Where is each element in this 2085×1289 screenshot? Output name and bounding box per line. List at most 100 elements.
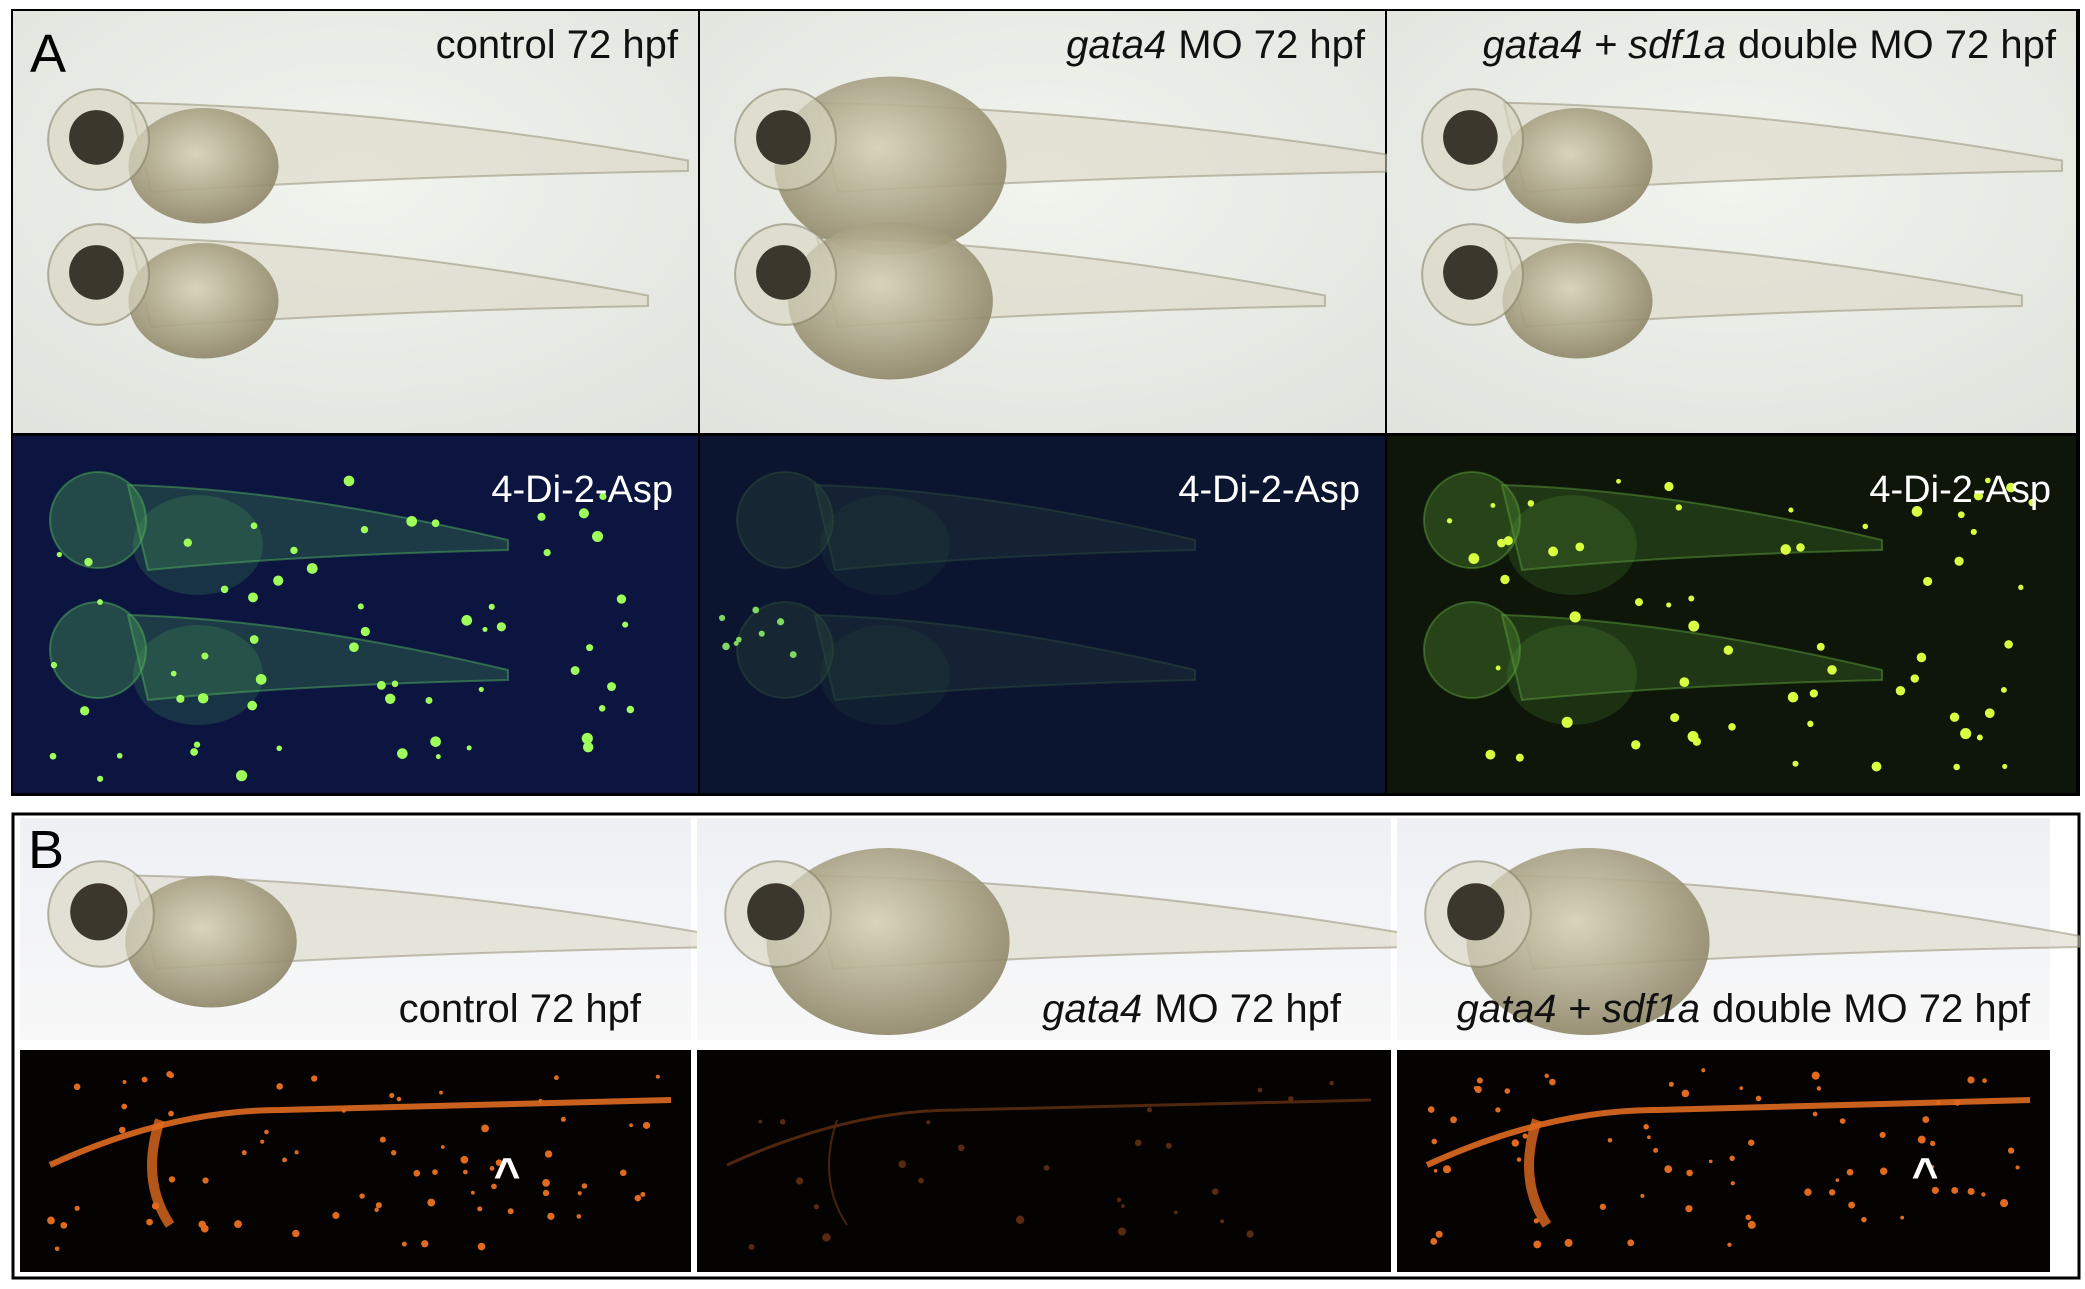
fish-head (1423, 471, 1521, 569)
fluor-dot (391, 680, 399, 688)
fluor-dot (1727, 1242, 1732, 1247)
fluor-dot (250, 522, 258, 530)
fluor-dot (359, 1193, 365, 1199)
fluor-dot (440, 1145, 445, 1149)
fluor-dot (1664, 481, 1674, 492)
fluor-dot (1675, 504, 1682, 511)
fluor-dot (581, 1183, 588, 1189)
fluor-dot (118, 1126, 126, 1134)
fluor-dot (1685, 1205, 1693, 1213)
fluor-dot (1846, 1168, 1854, 1176)
fish-tail (1500, 613, 1883, 702)
fluor-dot (542, 1179, 550, 1187)
caption-part: MO 72 hpf (1178, 23, 1366, 67)
caption-part: gata4 (1066, 23, 1166, 67)
fluor-dot (1431, 1138, 1438, 1145)
fluor-dot (495, 1159, 503, 1166)
fluor-dot (482, 626, 488, 632)
fluor-dot (56, 551, 62, 558)
fluor-dot (918, 1177, 924, 1184)
fluor-dot (1871, 761, 1882, 772)
fluor-dot (1476, 1077, 1483, 1084)
fluor-dot (1848, 1201, 1856, 1209)
fluor-dot (1500, 574, 1510, 585)
brightfield-image (13, 11, 698, 433)
fluor-dot (1812, 1111, 1818, 1117)
fluor-dot (592, 530, 604, 542)
fish-yolk (1507, 495, 1637, 595)
fluor-dot (406, 515, 418, 527)
fish-yolk (128, 243, 279, 359)
fluor-dot (1729, 1155, 1735, 1162)
stain-label: 4-Di-2-Asp (1869, 469, 2051, 511)
fluor-dot (1643, 1124, 1649, 1130)
fluor-dot (1288, 1096, 1294, 1102)
fluor-dot (234, 1220, 242, 1229)
fluor-dot (1634, 598, 1643, 607)
caption-part: gata4 + sdf1a (1482, 23, 1726, 67)
fluor-dot (2028, 498, 2036, 507)
fish-yolk (1502, 108, 1653, 224)
fluor-dot (236, 770, 248, 782)
stain-label: 4-Di-2-Asp (1178, 469, 1360, 511)
fluor-dot (1970, 528, 1977, 535)
fluor-dot (1211, 1188, 1219, 1195)
fluor-dot (1533, 1218, 1539, 1224)
fluor-dot (1755, 1095, 1762, 1102)
fluor-dot (507, 1208, 514, 1215)
fluor-dot (247, 700, 258, 711)
fluor-dot (1666, 602, 1672, 608)
fluor-dot (655, 1074, 660, 1079)
fluor-dot (1430, 1238, 1438, 1245)
fluor-dot (1043, 1165, 1050, 1171)
fluor-dot (543, 549, 551, 557)
fluor-dot (1561, 716, 1573, 728)
caption-part: double MO 72 hpf (1712, 987, 2031, 1031)
fluor-dot (1745, 1214, 1752, 1221)
fish-yolk (820, 495, 950, 595)
fluor-dot (1664, 1165, 1673, 1174)
fluor-dot (357, 603, 364, 610)
fluor-dot (607, 682, 616, 692)
fluor-dot (1923, 576, 1933, 586)
fish-eye (69, 110, 124, 165)
fluor-dot (1647, 1135, 1651, 1140)
fluor-dot (276, 1083, 283, 1090)
fish-head (1423, 601, 1521, 699)
fluor-dot (1967, 1076, 1975, 1084)
fluor-dot (146, 1218, 153, 1226)
fluor-dot (1804, 1188, 1812, 1196)
fluor-dot (1936, 1099, 1942, 1105)
fluor-dot (789, 651, 797, 659)
fluor-dot (273, 575, 284, 586)
fluor-dot (581, 732, 593, 744)
brightfield-image (1387, 11, 2076, 433)
fluor-dot (1862, 523, 1869, 530)
fluor-dot (616, 594, 627, 604)
fluor-dot (176, 694, 185, 703)
arrowhead: ^ (1912, 1148, 1939, 1200)
caption-part: MO 72 hpf (1154, 987, 1342, 1031)
fluor-dot (1788, 507, 1794, 513)
fluor-dot (1527, 500, 1535, 507)
fluor-dot (1953, 763, 1960, 771)
caption-part: double MO 72 hpf (1738, 23, 2057, 67)
fluor-dot (2004, 640, 2013, 649)
fluor-dot (332, 1211, 340, 1220)
fluor-dot (1985, 477, 1991, 484)
fluor-dot (193, 741, 201, 748)
fluor-dot (736, 636, 742, 643)
fluor-dot (1730, 1181, 1735, 1186)
fluor-dot (1121, 1204, 1125, 1208)
fluor-dot (537, 512, 546, 521)
fluor-dot (598, 705, 606, 712)
fluor-dot (1792, 760, 1799, 767)
fluor-dot (1515, 753, 1524, 762)
fluor-dot (1930, 1164, 1935, 1169)
fluor-dot (1728, 723, 1736, 731)
caption-part: gata4 (1042, 987, 1142, 1031)
fluor-dot (634, 1194, 642, 1202)
fluor-dot (168, 1110, 174, 1117)
fluor-dot (241, 1150, 247, 1156)
